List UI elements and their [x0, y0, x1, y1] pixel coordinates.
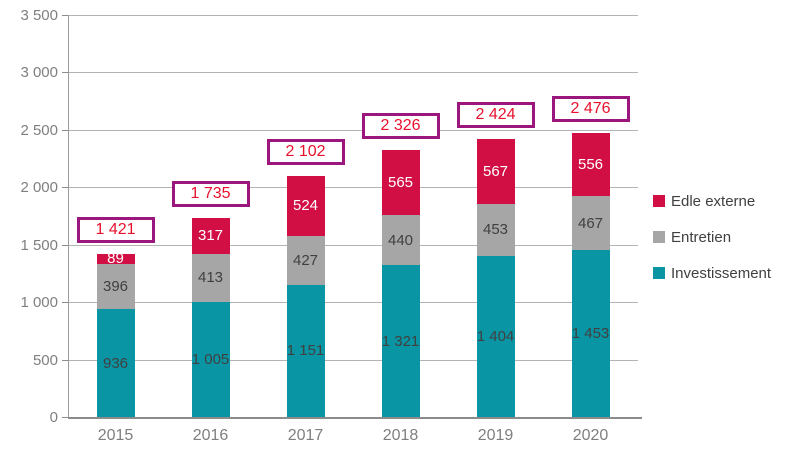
y-tick-mark	[62, 72, 68, 74]
gridline	[68, 187, 638, 189]
total-box: 2 326	[361, 112, 440, 139]
y-tick-mark	[62, 244, 68, 246]
bar-segment-investissement: 1 404	[476, 255, 515, 417]
total-value: 2 102	[285, 142, 326, 160]
total-box: 2 102	[266, 138, 345, 165]
bar-segment-investissement: 1 453	[571, 250, 610, 417]
bar-segment-entretien: 453	[476, 203, 515, 256]
segment-value-label: 440	[387, 231, 414, 249]
segment-value-label: 1 005	[191, 350, 230, 368]
segment-value-label: 524	[292, 197, 319, 215]
legend-swatch	[653, 195, 665, 207]
y-tick-label: 3 500	[20, 7, 58, 24]
x-tick-label: 2020	[572, 427, 609, 444]
bar-segment-entretien: 396	[96, 264, 135, 310]
bar-segment-investissement: 1 151	[286, 284, 325, 417]
segment-value-label: 453	[482, 221, 509, 239]
legend-label: Entretien	[671, 228, 732, 246]
total-value: 2 476	[570, 99, 611, 117]
y-tick-mark	[62, 359, 68, 361]
segment-value-label: 556	[577, 156, 604, 174]
x-axis-line	[68, 417, 642, 419]
segment-value-label: 1 321	[381, 332, 420, 350]
gridline	[68, 15, 638, 16]
legend-item-investissement: Investissement	[653, 264, 772, 282]
gridline	[68, 72, 638, 74]
y-tick-label: 3 000	[20, 64, 58, 82]
bar-segment-edle-externe: 317	[191, 217, 230, 255]
y-tick-label: 2 500	[20, 121, 58, 139]
segment-value-label: 567	[482, 162, 509, 180]
y-axis-line	[68, 15, 69, 418]
segment-value-label: 565	[387, 173, 414, 191]
gridline	[68, 244, 638, 246]
total-box: 1 735	[171, 180, 250, 207]
legend-swatch	[653, 231, 665, 243]
total-value: 2 424	[475, 105, 516, 123]
bar-segment-investissement: 936	[96, 309, 135, 417]
y-tick-mark	[62, 129, 68, 131]
total-value: 1 421	[95, 220, 136, 238]
x-tick-label: 2017	[287, 427, 324, 444]
gridline	[68, 302, 638, 304]
bar-segment-entretien: 467	[571, 196, 610, 251]
segment-value-label: 1 151	[286, 342, 325, 360]
segment-value-label: 427	[292, 251, 319, 269]
bar-segment-edle-externe: 89	[96, 250, 135, 268]
y-tick-label: 500	[32, 351, 58, 369]
segment-value-label: 396	[102, 278, 129, 296]
segment-value-label: 413	[197, 269, 224, 287]
bar-segment-edle-externe: 567	[476, 138, 515, 204]
y-tick-mark	[62, 417, 68, 418]
y-tick-label: 1 500	[20, 236, 58, 254]
bar-segment-entretien: 413	[191, 254, 230, 302]
y-tick-label: 1 000	[20, 294, 58, 312]
segment-value-label: 89	[107, 250, 124, 268]
y-tick-label: 0	[49, 409, 58, 426]
legend-swatch	[653, 267, 665, 279]
bar-segment-edle-externe: 524	[286, 175, 325, 236]
segment-value-label: 936	[102, 354, 129, 372]
bar-segment-entretien: 427	[286, 235, 325, 285]
y-tick-mark	[62, 302, 68, 304]
segment-value-label: 467	[577, 214, 604, 232]
legend-item-entretien: Entretien	[653, 228, 771, 246]
bar-segment-edle-externe: 556	[571, 132, 610, 197]
x-tick-label: 2019	[477, 427, 514, 444]
legend-item-edle-externe: Edle externe	[653, 192, 771, 210]
y-tick-label: 2 000	[20, 179, 58, 197]
legend-label: Edle externe	[671, 192, 756, 210]
y-tick-mark	[62, 187, 68, 189]
y-tick-mark	[62, 15, 68, 16]
x-tick-label: 2015	[97, 427, 134, 444]
segment-value-label: 1 453	[571, 325, 610, 343]
total-box: 2 424	[456, 101, 535, 128]
bar-segment-investissement: 1 321	[381, 265, 420, 417]
bar-segment-investissement: 1 005	[191, 301, 230, 417]
bar-segment-edle-externe: 565	[381, 149, 420, 215]
total-box: 2 476	[551, 95, 630, 122]
total-value: 1 735	[190, 184, 231, 202]
bar-segment-entretien: 440	[381, 214, 420, 266]
gridline	[68, 129, 638, 131]
gridline	[68, 359, 638, 361]
x-tick-label: 2016	[192, 427, 229, 444]
total-box: 1 421	[76, 216, 155, 243]
segment-value-label: 317	[197, 227, 224, 245]
legend: Edle externe Entretien Investissement	[653, 193, 771, 301]
legend-label: Investissement	[671, 264, 772, 282]
x-tick-label: 2018	[382, 427, 419, 444]
total-value: 2 326	[380, 116, 421, 134]
segment-value-label: 1 404	[476, 327, 515, 345]
